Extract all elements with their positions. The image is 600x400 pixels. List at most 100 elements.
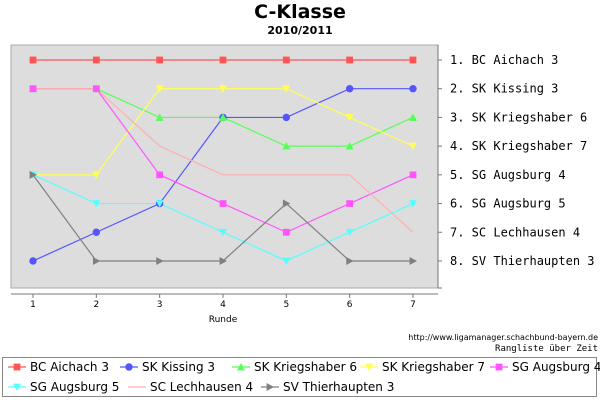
legend: BC Aichach 3 SK Kissing 3 SK Kriegshaber 6…	[2, 357, 600, 397]
legend-swatch	[490, 363, 508, 371]
data-point	[92, 256, 101, 265]
legend-swatch	[8, 363, 26, 371]
legend-item: SK Kissing 3	[119, 358, 215, 376]
data-point	[219, 56, 227, 64]
legend-marker	[237, 363, 245, 371]
data-point	[92, 56, 100, 64]
rank-label: 1. BC Aichach 3	[450, 53, 558, 67]
legend-label: SK Kriegshaber 7	[382, 360, 486, 374]
data-point	[282, 142, 291, 150]
legend-swatch	[120, 363, 138, 371]
x-tick-label: 1	[30, 300, 36, 310]
x-tick-label: 7	[410, 300, 416, 310]
legend-item: SG Augsburg 4	[489, 358, 600, 376]
rank-label: 8. SV Thierhaupten 3	[450, 254, 595, 268]
legend-marker	[365, 363, 373, 371]
data-point	[409, 56, 417, 64]
legend-marker	[13, 363, 21, 371]
data-point	[218, 85, 227, 93]
data-point	[345, 85, 354, 93]
data-point	[155, 113, 164, 121]
legend-swatch	[232, 363, 250, 371]
data-point	[409, 171, 417, 179]
legend-item: SK Kriegshaber 7	[359, 358, 485, 376]
plot-area	[10, 44, 439, 289]
legend-label: SG Augsburg 4	[512, 360, 600, 374]
data-point	[345, 114, 354, 122]
x-tick-label: 6	[347, 300, 353, 310]
x-axis-label: Runde	[209, 315, 238, 325]
x-tick-label: 2	[93, 300, 99, 310]
data-point	[218, 113, 227, 121]
rank-label: 4. SK Kriegshaber 7	[450, 139, 587, 153]
x-tick-label: 5	[283, 300, 289, 310]
data-point	[345, 142, 354, 150]
legend-marker	[13, 383, 21, 391]
footer-note: Rangliste über Zeit	[495, 344, 598, 354]
data-point	[92, 200, 101, 208]
rank-label: 3. SK Kriegshaber 6	[450, 110, 587, 124]
chart-subtitle: 2010/2011	[267, 24, 333, 37]
rank-label: 6. SG Augsburg 5	[450, 197, 566, 211]
legend-marker	[125, 363, 133, 371]
data-point	[346, 56, 354, 64]
legend-marker	[495, 363, 503, 371]
data-point	[282, 228, 290, 236]
legend-label: SK Kissing 3	[142, 360, 216, 374]
legend-item: SG Augsburg 5	[7, 378, 119, 396]
data-point	[155, 85, 164, 93]
axes: 1 2 3 4 5 6 7	[11, 45, 439, 310]
data-point	[409, 85, 417, 93]
legend-swatch	[261, 383, 279, 391]
data-point	[408, 113, 417, 121]
source-url: http://www.ligamanager.schachbund-bayern…	[408, 333, 598, 342]
data-point	[409, 256, 417, 265]
data-point	[156, 56, 164, 64]
data-point	[219, 200, 227, 207]
data-point	[346, 200, 354, 207]
data-point	[346, 256, 354, 265]
data-point	[92, 85, 100, 93]
data-point	[282, 199, 291, 208]
data-point	[282, 257, 291, 265]
legend-marker	[266, 383, 274, 391]
legend-item: SK Kriegshaber 6	[231, 358, 357, 376]
x-tick-label: 3	[157, 300, 163, 310]
data-point	[29, 257, 37, 265]
data-point	[282, 85, 291, 93]
data-point	[92, 171, 101, 179]
legend-label: SG Augsburg 5	[30, 380, 120, 394]
series-markers	[29, 56, 417, 265]
x-tick-label: 4	[220, 300, 226, 310]
legend-item: SV Thierhaupten 3	[260, 378, 394, 396]
data-point	[29, 56, 37, 64]
data-point	[408, 200, 417, 208]
rank-label: 7. SC Lechhausen 4	[450, 225, 580, 239]
data-point	[218, 228, 227, 237]
legend-item: BC Aichach 3	[7, 358, 109, 376]
legend-label: BC Aichach 3	[30, 360, 109, 374]
legend-label: SC Lechhausen 4	[150, 380, 254, 394]
legend-swatch	[360, 363, 378, 371]
legend-label: SK Kriegshaber 6	[254, 360, 358, 374]
rank-label: 2. SK Kissing 3	[450, 82, 558, 96]
data-point	[155, 200, 164, 208]
data-point	[282, 56, 290, 64]
rank-labels: 1. BC Aichach 3 2. SK Kissing 3 3. SK Krie…	[438, 53, 595, 289]
legend-swatch	[128, 386, 146, 388]
legend-label: SV Thierhaupten 3	[283, 380, 395, 394]
legend-item: SC Lechhausen 4	[127, 378, 253, 396]
data-point	[408, 142, 417, 151]
rank-label: 5. SG Augsburg 4	[450, 168, 566, 182]
data-point	[29, 85, 37, 93]
data-point	[156, 256, 164, 265]
data-point	[282, 113, 291, 122]
data-point	[92, 228, 101, 236]
chart-title: C-Klasse	[254, 1, 346, 23]
legend-swatch	[8, 383, 26, 391]
data-point	[345, 228, 354, 237]
data-point	[219, 256, 227, 265]
data-point	[29, 170, 37, 179]
data-point	[156, 171, 164, 179]
